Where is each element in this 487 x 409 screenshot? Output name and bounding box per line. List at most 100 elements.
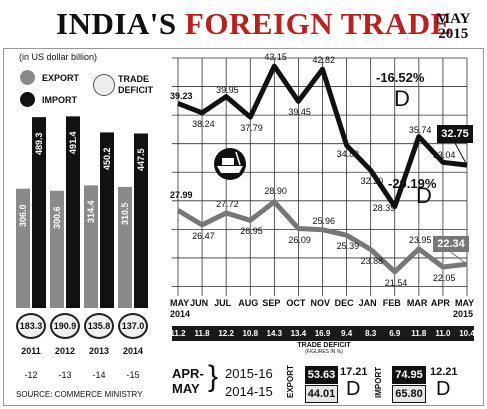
period-year-current: 2015-16 <box>225 366 273 381</box>
month-label-12: MAY <box>455 298 475 308</box>
trade-deficit-value-2: 12.2 <box>218 329 234 338</box>
deficit-change-2014: -15 <box>126 370 140 380</box>
period-export-label: EXPORT <box>286 365 295 398</box>
export-label-2: 27.72 <box>216 198 239 209</box>
trade-deficit-value-10: 11.8 <box>411 329 427 338</box>
export-label-9: 21.54 <box>384 277 408 288</box>
trade-deficit-value-7: 9.4 <box>341 329 353 338</box>
month-label-2: JUL <box>214 298 232 308</box>
export-bar-2011 <box>16 188 30 308</box>
period-export-current: 53.63 <box>305 366 338 384</box>
export-line <box>176 199 468 275</box>
import-change-annotation: -16.52% <box>376 70 425 85</box>
import-label-10: 35.74 <box>408 124 432 135</box>
period-import-change: 12.21 <box>430 366 458 378</box>
deficit-change-2011: -12 <box>24 370 38 380</box>
export-label-7: 25.39 <box>336 241 360 252</box>
trade-deficit-value-9: 6.9 <box>389 329 401 338</box>
graphic-frame <box>3 48 484 406</box>
corner-year: 2015 <box>438 26 469 42</box>
deficit-circle-2014: 137.0 <box>118 313 148 339</box>
period-import-label: IMPORT <box>374 366 383 398</box>
month-label-11: APR <box>430 298 450 308</box>
trade-deficit-value-4: 14.3 <box>266 329 283 338</box>
month-label-0: MAY <box>170 298 190 308</box>
period-label: APR- MAY <box>172 366 204 396</box>
import-label-5: 39.45 <box>288 107 311 118</box>
trade-deficit-label: TRADE DEFICIT <box>297 342 351 349</box>
deficit-circle-2011: 183.3 <box>16 313 46 339</box>
export-last-pointer <box>450 251 468 265</box>
period-label-line1: APR- <box>172 366 204 381</box>
year-end-label: 2015 <box>453 309 474 319</box>
title-part-1: INDIA'S <box>56 6 185 41</box>
period-export-change: 17.21 <box>340 366 368 378</box>
import-label-4: 43.15 <box>264 52 287 63</box>
trade-deficit-value-5: 13.4 <box>290 329 307 338</box>
title-part-2: FOREIGN TRADE <box>184 6 452 41</box>
ship-icon <box>214 148 246 180</box>
deficit-change-2013: -14 <box>92 370 106 380</box>
trade-deficit-value-11: 11.0 <box>435 329 451 338</box>
export-bar-2014 <box>118 186 132 308</box>
trade-deficit-value-0: 11.2 <box>170 329 186 338</box>
export-label-11: 22.05 <box>432 272 456 283</box>
month-label-1: JUN <box>190 298 209 308</box>
export-label-10: 23.95 <box>408 234 432 245</box>
import-line <box>177 63 468 210</box>
month-label-9: FEB <box>382 298 401 308</box>
export-label-1: 26.47 <box>192 230 215 241</box>
deficit-circle-2013: 135.8 <box>84 313 114 339</box>
deficit-legend-label: TRADE DEFICIT <box>118 74 153 96</box>
import-label-3: 37.79 <box>240 123 263 134</box>
export-legend-label: EXPORT <box>42 73 80 83</box>
export-label-6: 25.96 <box>312 215 336 226</box>
year-start-label: 2014 <box>170 309 191 319</box>
corner-date: MAY 2015 <box>436 12 470 42</box>
trade-deficit-sublabel: (FIGURES IN %) <box>305 349 343 355</box>
unit-note: (in US dollar billion) <box>19 52 98 62</box>
export-bar-2013 <box>84 185 98 308</box>
period-brace: } <box>208 360 219 393</box>
import-label-6: 42.82 <box>312 55 336 66</box>
trade-deficit-value-8: 8.3 <box>365 329 377 338</box>
import-label-0: 39.23 <box>170 91 193 102</box>
year-label-2014: 2014 <box>122 346 144 356</box>
import-down-letter: D <box>394 86 410 111</box>
month-label-4: SEP <box>262 298 281 308</box>
import-label-9: 28.39 <box>372 202 396 213</box>
source-note: SOURCE: COMMERCE MINISTRY <box>16 390 143 399</box>
import-label-last: 32.75 <box>437 125 473 144</box>
month-label-8: JAN <box>358 298 377 308</box>
year-label-2012: 2012 <box>54 346 76 356</box>
trade-deficit-value-3: 10.8 <box>242 329 259 338</box>
ship-icon-cargo <box>222 158 234 165</box>
year-label-2013: 2013 <box>88 346 110 356</box>
export-down-letter: D <box>416 183 432 208</box>
export-label-5: 26.09 <box>288 234 311 245</box>
period-import-previous: 65.80 <box>392 385 426 403</box>
trade-deficit-value-6: 16.9 <box>314 329 331 338</box>
annual-bar-chart <box>16 116 148 308</box>
import-label-11: 33.04 <box>432 150 456 161</box>
export-label-last: 22.34 <box>433 236 469 253</box>
deficit-legend-line1: TRADE <box>118 74 149 84</box>
export-legend-swatch <box>20 70 35 85</box>
import-bar-2013 <box>100 132 114 308</box>
import-bar-2014 <box>134 133 148 308</box>
period-export-down: D <box>346 378 361 400</box>
deficit-change-2012: -13 <box>58 370 72 380</box>
trade-deficit-value-12: 10.4 <box>459 329 475 338</box>
period-year-previous: 2014-15 <box>225 384 273 399</box>
year-label-2011: 2011 <box>21 346 41 356</box>
ship-icon-crane <box>235 151 241 166</box>
deficit-legend-line2: DEFICIT <box>118 85 153 95</box>
month-label-5: OCT <box>286 298 306 308</box>
import-label-1: 38.24 <box>192 118 215 129</box>
month-label-7: DEC <box>334 298 354 308</box>
deficit-legend-swatch <box>93 74 115 96</box>
import-bar-2011 <box>32 117 46 308</box>
import-legend-swatch <box>20 92 35 107</box>
month-label-6: NOV <box>310 298 331 308</box>
export-label-0: 27.99 <box>170 190 193 201</box>
